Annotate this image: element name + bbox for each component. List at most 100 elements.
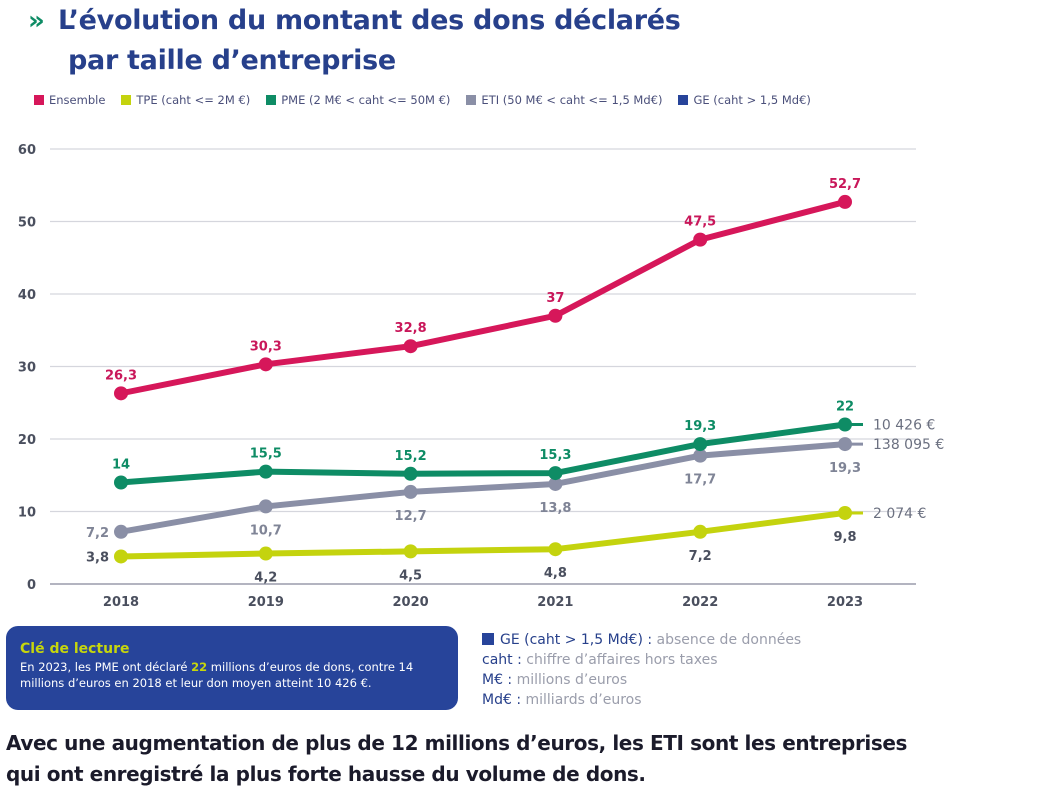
data-label: 19,3 <box>829 461 861 476</box>
data-point <box>403 484 418 499</box>
data-label: 30,3 <box>250 339 282 354</box>
legend-label: PME (2 M€ < caht <= 50M €) <box>281 93 451 107</box>
data-point <box>114 386 128 401</box>
data-label: 52,7 <box>829 177 861 192</box>
data-label: 9,8 <box>833 530 856 545</box>
note-mdeur: Md€ : milliards d’euros <box>482 690 801 710</box>
data-point <box>258 546 273 561</box>
note-definition: millions d’euros <box>512 672 628 688</box>
y-tick-label: 60 <box>18 143 36 158</box>
data-label: 13,8 <box>539 501 571 516</box>
data-point <box>548 542 563 557</box>
data-label: 19,3 <box>684 419 716 434</box>
y-tick-label: 50 <box>18 216 36 231</box>
legend-label: TPE (caht <= 2M €) <box>136 93 251 107</box>
data-label: 7,2 <box>86 526 109 541</box>
reading-key-highlight: 22 <box>191 660 208 674</box>
reading-key-text-part: En 2023, les PME ont déclaré <box>20 660 192 674</box>
note-term: M€ : <box>482 672 513 688</box>
legend-item-ge: GE (caht > 1,5 Md€) <box>678 93 811 107</box>
note-term: caht : <box>482 652 522 668</box>
end-label: 138 095 € <box>873 437 944 453</box>
series-line <box>118 198 848 397</box>
note-term: GE (caht > 1,5 Md€) : <box>500 632 653 648</box>
end-label: 2 074 € <box>873 506 926 522</box>
y-tick-label: 0 <box>27 578 36 593</box>
x-tick-label: 2021 <box>537 595 573 610</box>
data-label: 12,7 <box>395 509 427 524</box>
data-label: 4,2 <box>254 571 277 586</box>
data-point <box>548 308 563 323</box>
data-point <box>693 437 708 452</box>
conclusion-line-2: qui ont enregistré la plus forte hausse … <box>6 762 646 786</box>
note-ge: GE (caht > 1,5 Md€) : absence de données <box>482 630 801 650</box>
data-label: 15,2 <box>395 449 427 464</box>
note-definition: milliards d’euros <box>521 692 642 708</box>
data-point <box>838 194 852 209</box>
data-label: 4,5 <box>399 568 422 583</box>
x-tick-label: 2020 <box>393 595 429 610</box>
data-label: 17,7 <box>684 473 716 488</box>
y-tick-label: 10 <box>18 506 36 521</box>
reading-key-text: En 2023, les PME ont déclaré 22 millions… <box>20 659 444 691</box>
note-meur: M€ : millions d’euros <box>482 670 801 690</box>
y-tick-label: 40 <box>18 288 36 303</box>
ge-square-icon <box>482 633 494 645</box>
series-line <box>118 509 848 560</box>
data-label: 47,5 <box>684 215 716 230</box>
legend-swatch <box>266 95 277 105</box>
x-tick-label: 2023 <box>827 595 863 610</box>
note-caht: caht : chiffre d’affaires hors taxes <box>482 650 801 670</box>
data-label: 22 <box>836 400 854 415</box>
glossary-notes: GE (caht > 1,5 Md€) : absence de données… <box>482 630 801 710</box>
data-label: 10,7 <box>250 523 282 538</box>
data-label: 14 <box>112 458 130 473</box>
data-point <box>258 357 273 372</box>
data-label: 32,8 <box>395 321 427 336</box>
data-point <box>114 549 128 564</box>
legend-swatch <box>34 95 44 105</box>
data-point <box>693 448 708 463</box>
data-point <box>693 232 708 247</box>
legend-label: ETI (50 M€ < caht <= 1,5 Md€) <box>481 93 663 107</box>
title-line-2: par taille d’entreprise <box>68 45 396 76</box>
legend-item-eti: ETI (50 M€ < caht <= 1,5 Md€) <box>466 93 662 107</box>
note-definition: absence de données <box>652 632 802 648</box>
series-line <box>118 421 848 486</box>
data-point <box>693 524 708 539</box>
reading-key-title: Clé de lecture <box>20 641 130 657</box>
data-point <box>548 476 563 491</box>
legend-swatch <box>121 95 132 105</box>
data-point <box>258 499 273 514</box>
y-tick-label: 30 <box>18 361 36 376</box>
x-tick-label: 2022 <box>682 595 718 610</box>
end-label: 10 426 € <box>873 418 935 434</box>
legend-item-tpe: TPE (caht <= 2M €) <box>121 93 250 107</box>
line-chart: 0 10 20 30 40 50 60 2018 2019 2020 2021 2022 2023 2… <box>18 143 944 610</box>
note-term: Md€ : <box>482 692 522 708</box>
series-line <box>118 441 848 535</box>
chart-legend: Ensemble TPE (caht <= 2M €) PME (2 M€ < … <box>34 93 811 107</box>
legend-label: GE (caht > 1,5 Md€) <box>693 93 811 107</box>
data-point <box>258 464 273 479</box>
data-label: 15,5 <box>250 447 282 462</box>
data-point <box>403 544 418 559</box>
legend-swatch <box>678 95 689 105</box>
legend-item-ensemble: Ensemble <box>34 93 105 107</box>
x-tick-label: 2018 <box>103 595 139 610</box>
legend-item-pme: PME (2 M€ < caht <= 50M €) <box>266 93 450 107</box>
y-tick-label: 20 <box>18 433 36 448</box>
data-point <box>548 466 563 481</box>
data-point <box>114 475 128 490</box>
data-point <box>403 466 418 481</box>
data-label: 7,2 <box>689 549 712 564</box>
data-label: 15,3 <box>539 448 571 463</box>
data-label: 37 <box>546 291 564 306</box>
legend-swatch <box>466 95 477 105</box>
x-tick-label: 2019 <box>248 595 284 610</box>
data-point <box>114 524 128 539</box>
note-definition: chiffre d’affaires hors taxes <box>521 652 718 668</box>
data-label: 3,8 <box>86 550 109 565</box>
data-point <box>403 339 418 354</box>
conclusion-line-1: Avec une augmentation de plus de 12 mill… <box>6 731 908 755</box>
